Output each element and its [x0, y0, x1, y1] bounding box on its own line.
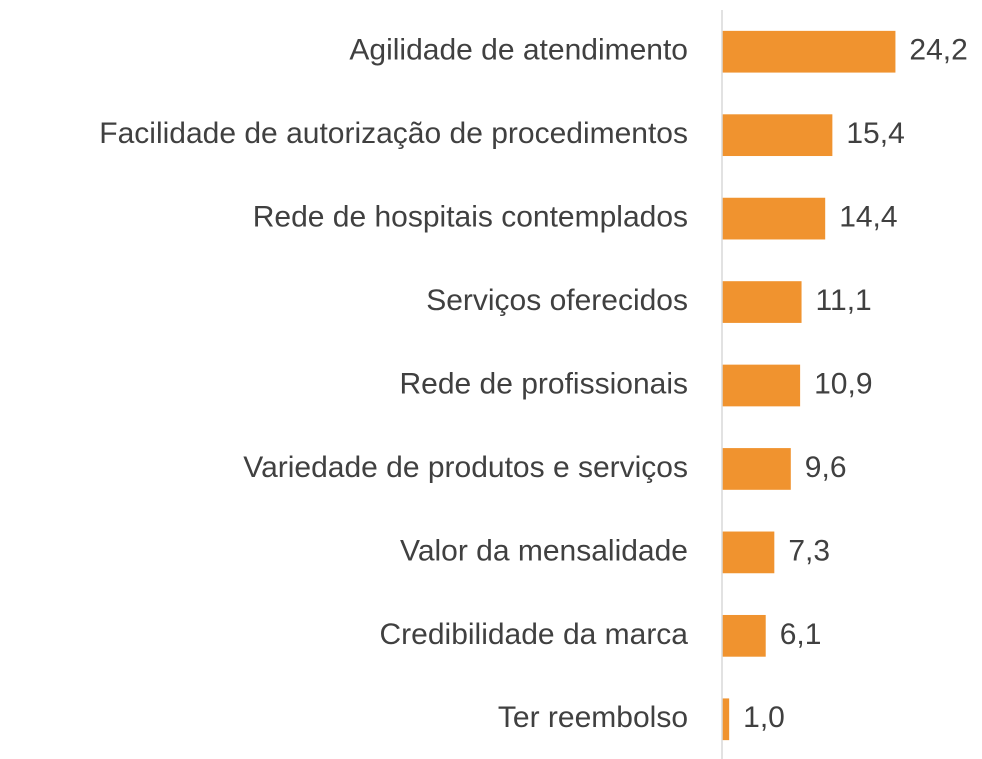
bar: [722, 614, 766, 657]
value-label: 14,4: [839, 201, 897, 234]
bar: [722, 114, 833, 157]
value-label: 9,6: [805, 451, 847, 484]
value-label: 10,9: [814, 367, 872, 400]
category-label: Serviços oferecidos: [426, 284, 688, 317]
bar: [722, 448, 791, 490]
value-label: 6,1: [780, 618, 822, 651]
category-label: Credibilidade da marca: [380, 618, 689, 651]
bar: [722, 364, 801, 407]
value-label: 24,2: [909, 34, 967, 67]
category-label: Variedade de produtos e serviços: [243, 451, 688, 484]
value-label: 1,0: [743, 701, 785, 734]
category-label: Rede de hospitais contemplados: [253, 201, 688, 234]
category-label: Facilidade de autorização de procediment…: [99, 117, 688, 150]
category-label: Agilidade de atendimento: [349, 34, 688, 67]
bar: [722, 30, 896, 73]
value-label: 7,3: [788, 534, 830, 567]
bar: [722, 531, 775, 574]
category-label: Ter reembolso: [498, 701, 688, 734]
bar: [722, 197, 826, 240]
bar: [722, 698, 730, 741]
category-label: Valor da mensalidade: [400, 534, 688, 567]
value-label: 15,4: [846, 117, 904, 150]
bar: [722, 281, 802, 323]
category-label: Rede de profissionais: [399, 367, 688, 400]
value-label: 11,1: [816, 284, 872, 317]
